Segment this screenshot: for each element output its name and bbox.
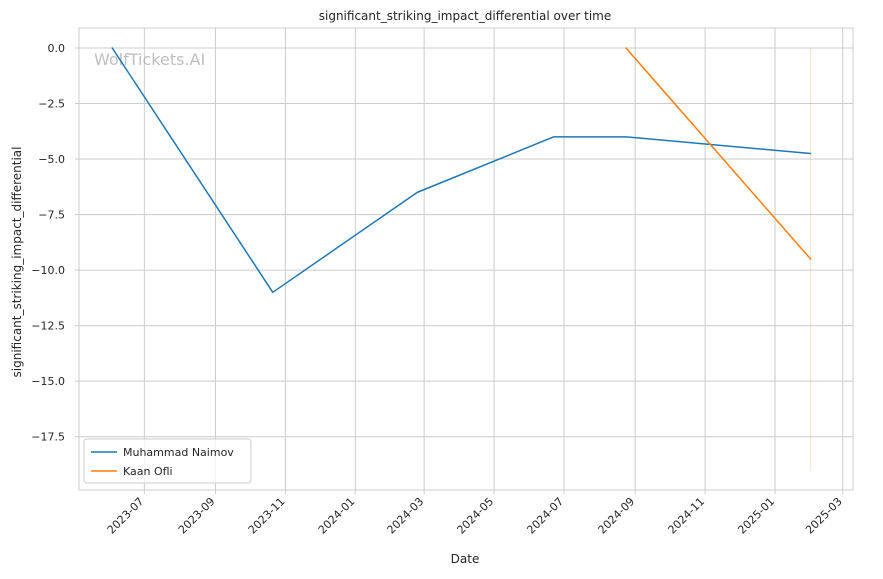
- plot-frame: [78, 27, 854, 491]
- y-tick-label: −10.0: [31, 264, 65, 277]
- legend: Muhammad Naimov Kaan Ofli: [83, 438, 252, 484]
- legend-box: [83, 438, 252, 484]
- plot-area: [79, 28, 853, 490]
- y-tick-label: −7.5: [38, 209, 65, 222]
- y-tick-label: −12.5: [31, 320, 65, 333]
- y-axis-label: significant_striking_impact_differential: [10, 147, 24, 378]
- y-tick-label: −5.0: [38, 153, 65, 166]
- x-axis-label: Date: [451, 552, 480, 566]
- y-tick-label: −17.5: [31, 431, 65, 444]
- y-axis-ticks: 0.0 −2.5 −5.0 −7.5 −10.0 −12.5 −15.0 −17.5: [31, 42, 79, 444]
- watermark: WolfTickets.AI: [94, 50, 205, 69]
- y-tick-label: −2.5: [38, 98, 65, 111]
- grid-lines: [79, 28, 853, 490]
- chart-title: significant_striking_impact_differential…: [319, 9, 611, 23]
- series-line-kaan-ofli: [625, 47, 812, 260]
- series-line-muhammad-naimov: [111, 47, 812, 294]
- data-series: [111, 47, 812, 294]
- legend-label-kaan-ofli: Kaan Ofli: [123, 465, 173, 478]
- legend-label-muhammad-naimov: Muhammad Naimov: [123, 446, 234, 459]
- y-tick-label: −15.0: [31, 375, 65, 388]
- y-tick-label: 0.0: [48, 42, 66, 55]
